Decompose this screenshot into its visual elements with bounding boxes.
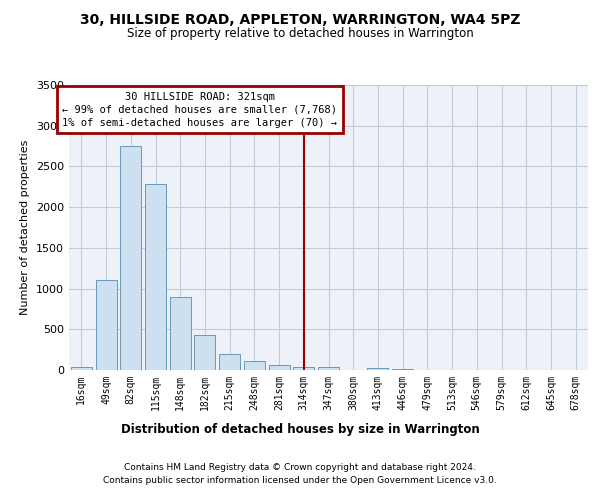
- Bar: [71, 366, 92, 370]
- Bar: [293, 367, 314, 370]
- Bar: [194, 335, 215, 370]
- Bar: [120, 146, 141, 370]
- Bar: [170, 296, 191, 370]
- Text: Contains HM Land Registry data © Crown copyright and database right 2024.: Contains HM Land Registry data © Crown c…: [124, 462, 476, 471]
- Bar: [219, 354, 240, 370]
- Bar: [95, 280, 116, 370]
- Bar: [392, 369, 413, 370]
- Bar: [318, 366, 339, 370]
- Bar: [244, 361, 265, 370]
- Bar: [145, 184, 166, 370]
- Text: 30, HILLSIDE ROAD, APPLETON, WARRINGTON, WA4 5PZ: 30, HILLSIDE ROAD, APPLETON, WARRINGTON,…: [80, 12, 520, 26]
- Bar: [269, 365, 290, 370]
- Text: Size of property relative to detached houses in Warrington: Size of property relative to detached ho…: [127, 28, 473, 40]
- Y-axis label: Number of detached properties: Number of detached properties: [20, 140, 31, 315]
- Bar: [367, 368, 388, 370]
- Text: Contains public sector information licensed under the Open Government Licence v3: Contains public sector information licen…: [103, 476, 497, 485]
- Text: Distribution of detached houses by size in Warrington: Distribution of detached houses by size …: [121, 422, 479, 436]
- Text: 30 HILLSIDE ROAD: 321sqm
← 99% of detached houses are smaller (7,768)
1% of semi: 30 HILLSIDE ROAD: 321sqm ← 99% of detach…: [62, 92, 337, 128]
